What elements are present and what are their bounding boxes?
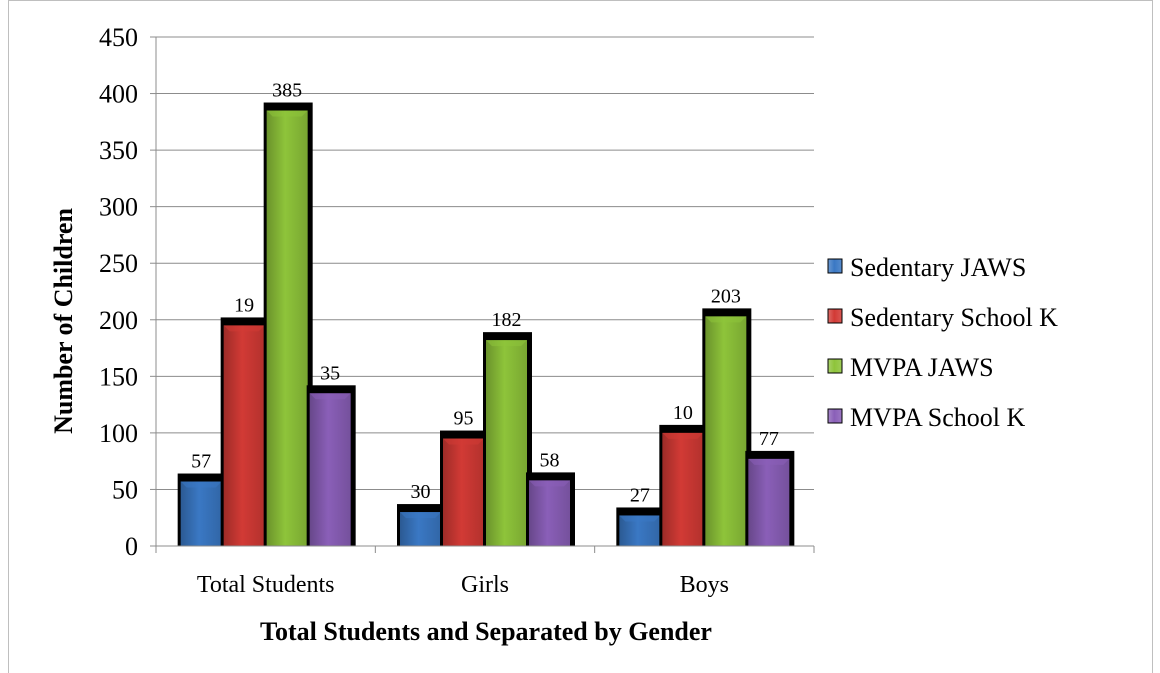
bar xyxy=(529,480,570,546)
y-tick-label: 350 xyxy=(99,136,138,165)
y-tick-label: 300 xyxy=(99,193,138,222)
y-tick-label: 250 xyxy=(99,249,138,278)
legend-swatch xyxy=(827,408,843,424)
legend-swatch xyxy=(827,308,843,324)
x-category-labels: Total Students Girls Boys xyxy=(197,572,729,598)
axes xyxy=(150,36,815,553)
bar xyxy=(748,458,790,546)
y-tick-label: 400 xyxy=(99,80,138,109)
legend-label: Sedentary School K xyxy=(850,303,1058,332)
bar-bevel xyxy=(748,458,790,465)
data-label: 57 xyxy=(191,451,211,473)
x-category-label: Boys xyxy=(680,572,729,598)
bar xyxy=(309,393,351,546)
legend-label: MVPA School K xyxy=(850,403,1026,432)
bar xyxy=(266,110,308,547)
legend-swatch xyxy=(827,358,843,374)
y-tick-label: 100 xyxy=(99,419,138,448)
data-labels: 57 19 385 35 30 95 182 58 27 10 203 77 xyxy=(191,80,779,507)
y-tick-label: 200 xyxy=(99,306,138,335)
legend-label: MVPA JAWS xyxy=(850,353,994,382)
y-tick-label: 50 xyxy=(112,475,138,504)
data-label: 10 xyxy=(673,402,693,424)
data-label: 30 xyxy=(411,481,431,503)
data-label: 27 xyxy=(630,484,650,506)
data-label: 95 xyxy=(454,408,474,430)
bar xyxy=(443,438,484,546)
bar-bevel xyxy=(223,325,265,332)
bar-bevel xyxy=(529,480,570,487)
x-category-label: Total Students xyxy=(197,572,335,598)
data-label: 35 xyxy=(320,362,340,384)
bar-bevel xyxy=(180,481,222,488)
bar-bevel xyxy=(486,340,527,347)
legend: Sedentary JAWS Sedentary School K MVPA JAW… xyxy=(827,253,1058,432)
data-label: 58 xyxy=(540,449,560,471)
y-tick-label: 150 xyxy=(99,362,138,391)
bar-bevel xyxy=(400,512,441,519)
y-tick-label: 450 xyxy=(99,23,138,52)
bar-bevel xyxy=(266,110,308,117)
x-axis-title: Total Students and Separated by Gender xyxy=(260,617,712,646)
bars-group xyxy=(177,102,795,547)
y-tick-labels: 0 50 100 150 200 250 300 350 400 450 xyxy=(99,23,138,561)
data-label: 77 xyxy=(759,428,779,450)
data-label: 385 xyxy=(272,80,302,102)
data-label: 19 xyxy=(234,294,254,316)
y-tick-label: 0 xyxy=(125,532,138,561)
bar-bevel xyxy=(619,515,661,522)
y-axis-title: Number of Children xyxy=(49,208,78,434)
bar xyxy=(180,481,222,546)
data-label: 182 xyxy=(492,309,522,331)
bar xyxy=(486,340,527,546)
bar-bevel xyxy=(309,393,351,400)
bar xyxy=(705,316,747,546)
legend-label: Sedentary JAWS xyxy=(850,253,1026,282)
bar-bevel xyxy=(705,316,747,323)
bar-bevel xyxy=(443,438,484,445)
bar xyxy=(662,432,704,546)
x-category-label: Girls xyxy=(461,572,509,598)
data-label: 203 xyxy=(711,285,741,307)
chart-frame xyxy=(8,0,1153,673)
bar-bevel xyxy=(662,432,704,439)
legend-swatch xyxy=(827,258,843,274)
bar xyxy=(223,325,265,546)
